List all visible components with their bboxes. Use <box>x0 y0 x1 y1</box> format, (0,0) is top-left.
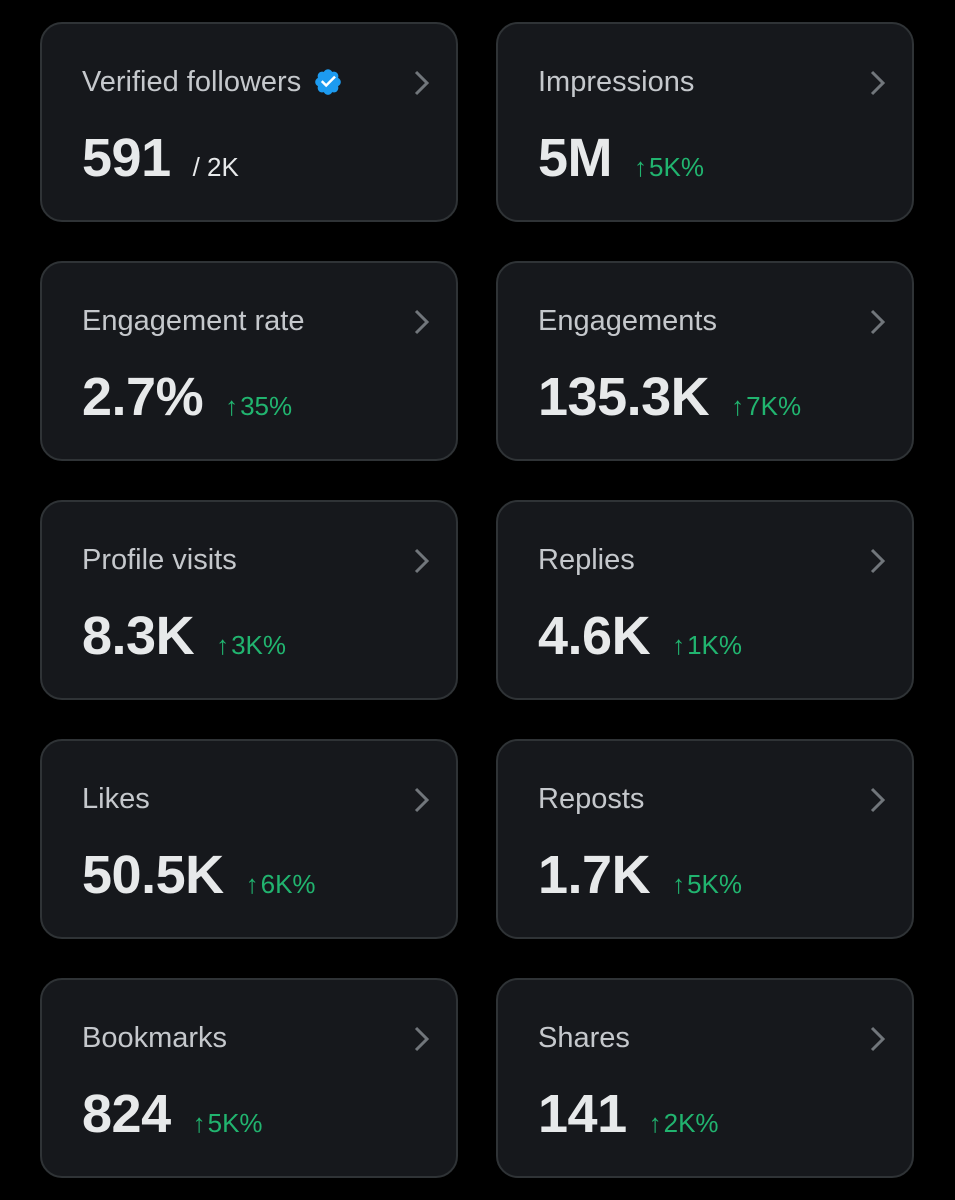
card-title-text: Impressions <box>538 66 695 98</box>
card-title-text: Engagements <box>538 305 717 337</box>
metric-value: 591 <box>82 128 171 188</box>
metric-change: ↑ 5K% <box>672 869 742 900</box>
arrow-up-icon: ↑ <box>672 630 686 660</box>
card-title: Impressions <box>538 62 694 102</box>
chevron-right-icon <box>870 787 886 813</box>
card-shares[interactable]: Shares 141 ↑ 2K% <box>496 978 914 1178</box>
metric-value: 2.7% <box>82 367 204 427</box>
value-row: 5M ↑ 5K% <box>538 128 704 188</box>
metric-change: ↑ 6K% <box>246 869 316 900</box>
card-engagements[interactable]: Engagements 135.3K ↑ 7K% <box>496 261 914 461</box>
metric-change: ↑ 2K% <box>649 1108 719 1139</box>
card-title: Profile visits <box>82 540 237 580</box>
chevron-right-icon <box>870 548 886 574</box>
value-row: 591 / 2K <box>82 128 239 188</box>
metric-change-value: 7K% <box>746 391 802 421</box>
arrow-up-icon: ↑ <box>731 391 745 421</box>
card-title: Verified followers <box>82 62 343 102</box>
value-row: 1.7K ↑ 5K% <box>538 845 742 905</box>
metric-change-value: 35% <box>240 391 293 421</box>
card-title: Bookmarks <box>82 1018 227 1058</box>
card-title-text: Engagement rate <box>82 305 305 337</box>
card-title-text: Bookmarks <box>82 1022 228 1054</box>
metric-change-value: 6K% <box>260 869 316 899</box>
metric-value: 824 <box>82 1084 171 1144</box>
metric-change: ↑ 5K% <box>193 1108 263 1139</box>
chevron-right-icon <box>870 1026 886 1052</box>
value-row: 824 ↑ 5K% <box>82 1084 263 1144</box>
metric-change: ↑ 7K% <box>731 391 801 422</box>
card-title-text: Likes <box>82 783 150 815</box>
card-reposts[interactable]: Reposts 1.7K ↑ 5K% <box>496 739 914 939</box>
metric-change-value: 5K% <box>649 152 704 182</box>
metric-change: ↑ 3K% <box>216 630 286 661</box>
value-row: 135.3K ↑ 7K% <box>538 367 801 427</box>
metric-value: 4.6K <box>538 606 651 666</box>
metric-value: 135.3K <box>538 367 710 427</box>
card-title-text: Profile visits <box>82 544 237 576</box>
metric-change-value: 5K% <box>687 869 742 899</box>
chevron-right-icon <box>870 70 886 96</box>
metric-change: ↑ 5K% <box>634 152 704 183</box>
metric-change-value: 2K% <box>663 1108 719 1138</box>
chevron-right-icon <box>414 548 430 574</box>
chevron-right-icon <box>414 787 430 813</box>
card-title: Shares <box>538 1018 630 1058</box>
card-replies[interactable]: Replies 4.6K ↑ 1K% <box>496 500 914 700</box>
metric-change-value: 5K% <box>207 1108 263 1138</box>
value-row: 4.6K ↑ 1K% <box>538 606 742 666</box>
metric-value: 1.7K <box>538 845 651 905</box>
arrow-up-icon: ↑ <box>216 630 230 660</box>
analytics-grid: Verified followers 591 / 2K Impressions … <box>40 22 914 1178</box>
metric-change: ↑ 1K% <box>672 630 742 661</box>
card-title-text: Shares <box>538 1022 630 1054</box>
arrow-up-icon: ↑ <box>225 391 239 421</box>
chevron-right-icon <box>414 309 430 335</box>
value-row: 50.5K ↑ 6K% <box>82 845 316 905</box>
value-row: 141 ↑ 2K% <box>538 1084 719 1144</box>
value-row: 2.7% ↑ 35% <box>82 367 292 427</box>
verified-badge-icon <box>315 69 342 95</box>
chevron-right-icon <box>414 1026 430 1052</box>
card-title: Engagements <box>538 301 717 341</box>
metric-change-value: 1K% <box>687 630 742 660</box>
metric-goal: / 2K <box>192 152 239 182</box>
arrow-up-icon: ↑ <box>245 869 259 899</box>
card-bookmarks[interactable]: Bookmarks 824 ↑ 5K% <box>40 978 458 1178</box>
card-title-text: Replies <box>538 544 635 576</box>
metric-change: ↑ 35% <box>225 391 292 422</box>
arrow-up-icon: ↑ <box>648 1108 662 1138</box>
card-title: Engagement rate <box>82 301 304 341</box>
card-verified-followers[interactable]: Verified followers 591 / 2K <box>40 22 458 222</box>
chevron-right-icon <box>414 70 430 96</box>
arrow-up-icon: ↑ <box>192 1108 206 1138</box>
metric-value: 141 <box>538 1084 627 1144</box>
metric-value: 50.5K <box>82 845 224 905</box>
arrow-up-icon: ↑ <box>672 869 686 899</box>
card-title-text: Reposts <box>538 783 645 815</box>
card-title: Likes <box>82 779 150 819</box>
card-profile-visits[interactable]: Profile visits 8.3K ↑ 3K% <box>40 500 458 700</box>
card-impressions[interactable]: Impressions 5M ↑ 5K% <box>496 22 914 222</box>
chevron-right-icon <box>870 309 886 335</box>
metric-value: 8.3K <box>82 606 195 666</box>
metric-value: 5M <box>538 128 613 188</box>
card-engagement-rate[interactable]: Engagement rate 2.7% ↑ 35% <box>40 261 458 461</box>
card-title-text: Verified followers <box>82 66 302 98</box>
card-likes[interactable]: Likes 50.5K ↑ 6K% <box>40 739 458 939</box>
metric-change-value: 3K% <box>231 630 286 660</box>
card-title: Replies <box>538 540 635 580</box>
value-row: 8.3K ↑ 3K% <box>82 606 286 666</box>
card-title: Reposts <box>538 779 644 819</box>
arrow-up-icon: ↑ <box>634 152 648 182</box>
